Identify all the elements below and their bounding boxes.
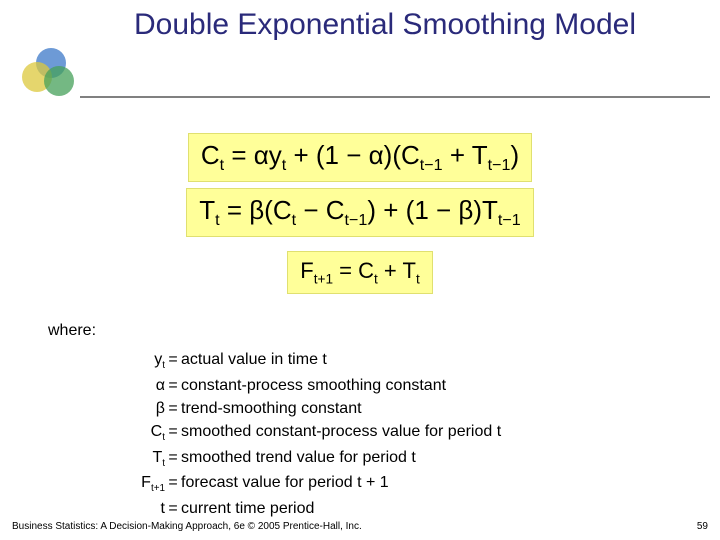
def-row: β=trend-smoothing constant xyxy=(125,397,501,420)
definitions-list: yt=actual value in time t α=constant-pro… xyxy=(125,348,501,520)
def-symbol: Ct xyxy=(125,420,165,446)
logo-graphic xyxy=(22,48,76,96)
def-eq: = xyxy=(165,420,181,446)
def-row: α=constant-process smoothing constant xyxy=(125,374,501,397)
def-row: Ct=smoothed constant-process value for p… xyxy=(125,420,501,446)
equations-area: Ct = αyt + (1 − α)(Ct−1 + Tt−1) Tt = β(C… xyxy=(0,130,720,297)
def-text: constant-process smoothing constant xyxy=(181,374,446,397)
logo-circle-green xyxy=(44,66,74,96)
def-eq: = xyxy=(165,374,181,397)
def-eq: = xyxy=(165,348,181,374)
def-symbol: Ft+1 xyxy=(125,471,165,497)
equation-forecast: Ft+1 = Ct + Tt xyxy=(287,251,432,293)
page-number: 59 xyxy=(697,521,708,532)
def-eq: = xyxy=(165,397,181,420)
where-label: where: xyxy=(48,322,96,340)
def-row: Tt=smoothed trend value for period t xyxy=(125,446,501,472)
def-text: actual value in time t xyxy=(181,348,327,374)
def-text: smoothed constant-process value for peri… xyxy=(181,420,501,446)
def-row: yt=actual value in time t xyxy=(125,348,501,374)
def-symbol: α xyxy=(125,374,165,397)
equation-level: Ct = αyt + (1 − α)(Ct−1 + Tt−1) xyxy=(188,133,532,182)
def-symbol: yt xyxy=(125,348,165,374)
def-text: smoothed trend value for period t xyxy=(181,446,416,472)
def-symbol: β xyxy=(125,397,165,420)
def-eq: = xyxy=(165,497,181,520)
def-eq: = xyxy=(165,471,181,497)
def-text: trend-smoothing constant xyxy=(181,397,362,420)
def-text: current time period xyxy=(181,497,314,520)
def-row: Ft+1=forecast value for period t + 1 xyxy=(125,471,501,497)
equation-trend: Tt = β(Ct − Ct−1) + (1 − β)Tt−1 xyxy=(186,188,534,237)
def-symbol: Tt xyxy=(125,446,165,472)
def-symbol: t xyxy=(125,497,165,520)
footer-text: Business Statistics: A Decision-Making A… xyxy=(12,521,362,532)
title-rule xyxy=(80,96,710,98)
def-text: forecast value for period t + 1 xyxy=(181,471,389,497)
slide-title: Double Exponential Smoothing Model xyxy=(105,8,665,43)
def-row: t=current time period xyxy=(125,497,501,520)
def-eq: = xyxy=(165,446,181,472)
